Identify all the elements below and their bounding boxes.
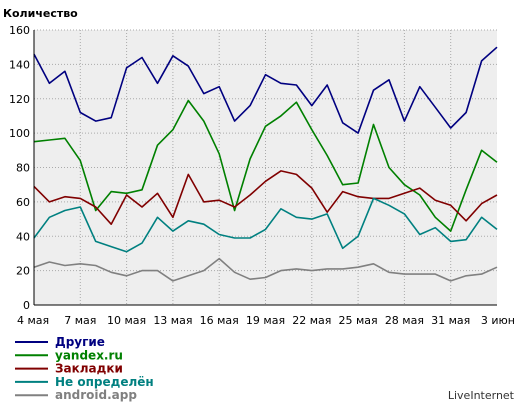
y-tick-label: 80 (16, 162, 30, 175)
series-line-yandex-ru (33, 99, 498, 232)
y-tick-label: 160 (9, 24, 30, 37)
x-tick-label: 10 мая (107, 314, 146, 327)
x-axis-tick-labels: 4 мая 7 мая 10 мая 13 мая 16 мая 19 мая 22 мая… (17, 314, 515, 327)
x-tick-label: 25 мая (339, 314, 378, 327)
legend-label: android.app (55, 388, 137, 402)
y-axis-tick-labels: 0 20 40 60 80 100 120 140 160 (9, 24, 30, 312)
series-line-не-определён (33, 197, 498, 253)
series-lines (33, 46, 498, 282)
legend-label: Не определён (55, 375, 154, 389)
x-tick-label: 22 мая (292, 314, 331, 327)
series-line-закладки (33, 170, 498, 225)
y-tick-label: 100 (9, 127, 30, 140)
x-tick-label: 7 мая (64, 314, 96, 327)
x-tick-label: 3 июн (481, 314, 515, 327)
x-tick-label: 4 мая (17, 314, 49, 327)
x-tick-label: 19 мая (246, 314, 285, 327)
y-tick-label: 0 (23, 299, 30, 312)
series-line-другие (33, 46, 498, 134)
y-tick-label: 60 (16, 196, 30, 209)
x-tick-label: 13 мая (153, 314, 192, 327)
x-tick-label: 16 мая (200, 314, 239, 327)
x-tick-label: 28 мая (385, 314, 424, 327)
y-tick-label: 140 (9, 58, 30, 71)
legend-label: Другие (55, 335, 105, 349)
legend-label: yandex.ru (55, 348, 123, 362)
y-tick-label: 40 (16, 230, 30, 243)
y-axis-label: Количество (3, 7, 78, 20)
y-tick-label: 120 (9, 93, 30, 106)
series-line-android-app (33, 257, 498, 282)
liveinternet-credit: LiveInternet (448, 389, 515, 402)
x-tick-label: 31 мая (431, 314, 470, 327)
legend-label: Закладки (55, 362, 123, 376)
y-tick-label: 20 (16, 265, 30, 278)
